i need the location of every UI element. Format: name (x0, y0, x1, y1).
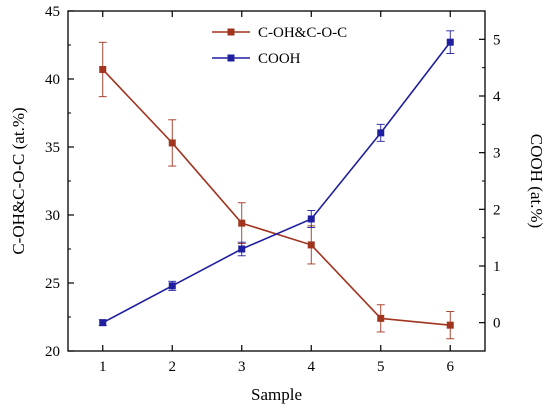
data-point-c-oh-c-o-c (446, 321, 454, 329)
data-point-cooh (99, 319, 107, 327)
series-line-cooh (102, 41, 451, 324)
data-point-c-oh-c-o-c (168, 139, 176, 147)
y-left-tick-label: 45 (45, 4, 60, 20)
legend-label: C-OH&C-O-C (258, 25, 347, 41)
legend-marker (227, 54, 235, 62)
x-tick-label: 4 (308, 359, 316, 375)
y-right-tick-label: 5 (493, 32, 501, 48)
y-right-tick-label: 0 (493, 316, 501, 332)
y-right-tick-label: 4 (493, 89, 501, 105)
y-left-axis-label: C-OH&C-O-C (at.%) (9, 107, 28, 254)
data-point-c-oh-c-o-c (307, 241, 315, 249)
y-left-tick-label: 25 (45, 276, 60, 292)
series-line-c-oh-c-o-c (102, 68, 451, 326)
y-right-tick-label: 2 (493, 202, 501, 218)
legend-label: COOH (258, 51, 301, 67)
data-point-c-oh-c-o-c (99, 65, 107, 73)
y-left-tick-label: 35 (45, 140, 60, 156)
data-point-c-oh-c-o-c (238, 219, 246, 227)
data-point-cooh (446, 38, 454, 46)
data-point-cooh (238, 245, 246, 253)
x-tick-label: 5 (377, 359, 385, 375)
legend: C-OH&C-O-C COOH (212, 25, 347, 67)
y-left-tick-label: 20 (45, 344, 60, 360)
y-left-tick-label: 30 (45, 208, 60, 224)
series-layer (98, 30, 455, 340)
y-left-tick-label: 40 (45, 72, 60, 88)
x-tick-label: 2 (169, 359, 177, 375)
y-right-tick-label: 1 (493, 259, 501, 275)
data-point-cooh (307, 215, 315, 223)
data-point-cooh (168, 282, 176, 290)
x-axis-label: Sample (251, 385, 302, 404)
x-tick-label: 6 (447, 359, 455, 375)
x-tick-label: 1 (99, 359, 107, 375)
data-point-cooh (377, 129, 385, 137)
data-point-c-oh-c-o-c (377, 314, 385, 322)
y-right-tick-label: 3 (493, 146, 501, 162)
y-right-axis-label: COOH (at.%) (527, 134, 546, 228)
legend-marker (227, 28, 235, 36)
x-tick-label: 3 (238, 359, 246, 375)
